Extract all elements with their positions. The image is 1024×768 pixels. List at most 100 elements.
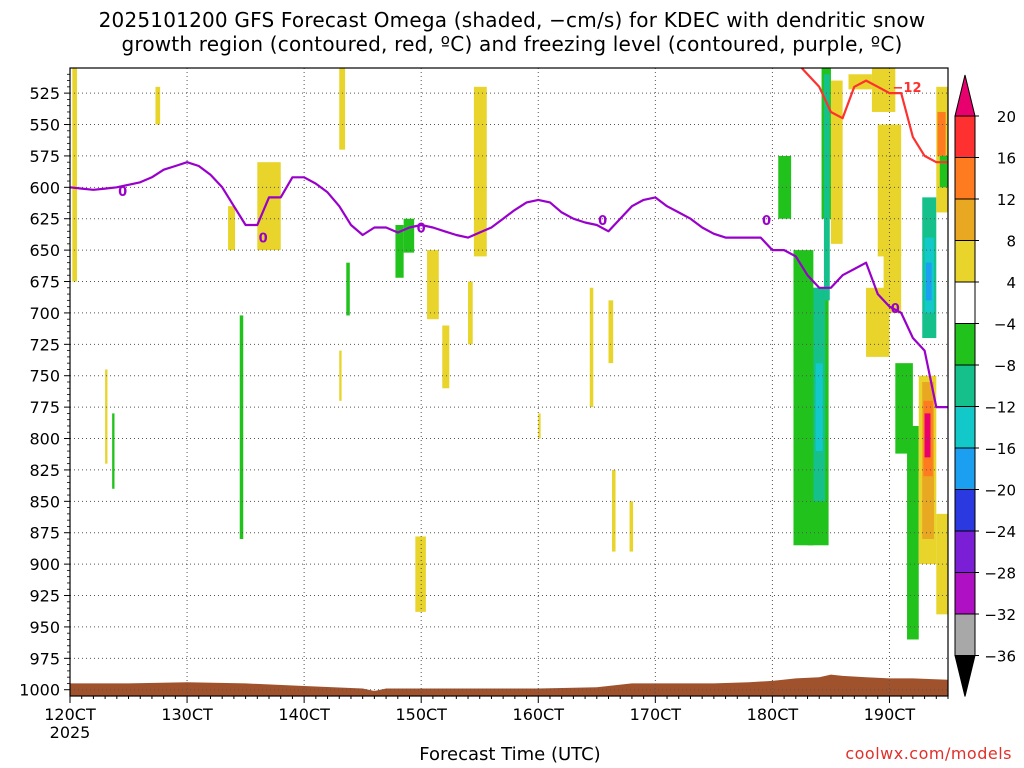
colorbar-box [954,198,976,241]
omega-cell [228,206,236,251]
colorbar-box [954,115,976,158]
colorbar-label: −32 [984,606,1016,624]
freezing-level-label: 0 [417,222,426,237]
y-tick-label: 875 [29,524,60,543]
colorbar-label: −28 [984,565,1016,583]
omega-shading [72,68,948,640]
colorbar-label: −20 [984,482,1016,500]
y-tick-label: 925 [29,587,60,606]
dgz-contour-line [800,67,948,164]
omega-cell [924,413,931,458]
colorbar-label: 16 [997,150,1016,168]
omega-cell [925,262,932,301]
omega-cell [815,363,823,452]
colorbar-box [954,240,976,283]
y-tick-label: 700 [29,304,60,323]
freezing-level-label: 0 [118,185,127,200]
freezing-level-label: 0 [762,214,771,229]
x-tick-label: 170CT [630,705,682,724]
colorbar-box [954,489,976,532]
y-tick-label: 525 [29,84,60,103]
credit-link[interactable]: coolwx.com/models [845,744,1012,763]
y-tick-label: 550 [29,116,60,135]
y-tick-label: 750 [29,367,60,386]
omega-cell [239,315,244,539]
colorbar-box [954,323,976,366]
omega-cell [112,413,115,489]
omega-cell [608,300,614,364]
omega-cell [72,68,78,282]
omega-cell [473,86,487,257]
freezing-level-line [69,161,948,409]
omega-cell [538,413,541,439]
y-tick-label: 600 [29,178,60,197]
x-tick-label: 160CT [513,705,565,724]
y-tick-label: 950 [29,618,60,637]
y-tick-label: 625 [29,210,60,229]
omega-cell [629,501,634,552]
terrain-layer [70,674,948,696]
colorbar-label: −36 [984,648,1016,666]
x-tick-label: 120CT [44,705,96,724]
colorbar-label: −8 [994,357,1016,375]
omega-cell [339,68,346,150]
y-tick-label: 725 [29,335,60,354]
omega-cell [907,425,919,640]
grid-lines [70,68,948,696]
x-axis-label: Forecast Time (UTC) [419,744,601,765]
colorbar-box [954,613,976,656]
omega-cell [778,155,792,219]
axes: 525 550 575 600 625 650 675 700 725 750 775 800 825 8… [19,67,949,742]
chart-title: 2025101200 GFS Forecast Omega (shaded, −… [0,8,1024,56]
colorbar-label: −16 [984,440,1016,458]
omega-cell [395,225,404,278]
omega-cell [939,155,948,188]
omega-cell [589,287,594,408]
y-tick-label: 900 [29,555,60,574]
x-tick-sublabel: 2025 [50,723,91,742]
x-tick-label: 130CT [161,705,213,724]
y-tick-label: 800 [29,430,60,449]
omega-cell [883,250,902,313]
omega-cell [612,469,616,552]
colorbar-box [954,406,976,449]
freezing-level-label: 0 [891,302,900,317]
colorbar-box [954,157,976,200]
omega-cell [937,111,946,156]
omega-cell [415,536,426,612]
y-tick-label: 1000 [19,681,60,700]
colorbar-top-arrow [954,74,976,117]
colorbar-label: 4 [1006,274,1016,292]
title-line-1: 2025101200 GFS Forecast Omega (shaded, −… [98,8,926,32]
omega-cell [346,262,350,316]
omega-cell [155,86,161,125]
omega-cell [442,325,450,389]
contours: 0 0 0 0 0 0 −12 [69,67,948,409]
colorbar-label: −24 [984,523,1016,541]
omega-cell [403,218,415,253]
y-tick-label: 675 [29,273,60,292]
y-tick-label: 775 [29,398,60,417]
colorbar-label: −4 [994,316,1016,334]
dgz-contour-label: −12 [893,81,922,96]
x-tick-label: 140CT [278,705,330,724]
omega-cell [339,350,342,401]
y-tick-label: 975 [29,649,60,668]
x-tick-label: 190CT [864,705,916,724]
colorbar-label: 8 [1006,233,1016,251]
colorbar-box [954,530,976,573]
colorbar-label: 20 [997,108,1016,126]
colorbar-label: −12 [984,399,1016,417]
y-tick-label: 850 [29,492,60,511]
x-tick-label: 180CT [747,705,799,724]
omega-cell [257,162,281,251]
y-tick-label: 575 [29,147,60,166]
colorbar-box [954,364,976,407]
terrain-area [70,674,948,696]
title-line-2: growth region (contoured, red, ºC) and f… [121,32,903,56]
omega-cell [877,124,902,257]
y-tick-label: 825 [29,461,60,480]
colorbar: 20 16 12 8 4 −4 −8 −12 −16 −20 −24 −28 −32 −36 [954,74,1016,697]
colorbar-label: 12 [997,191,1016,209]
